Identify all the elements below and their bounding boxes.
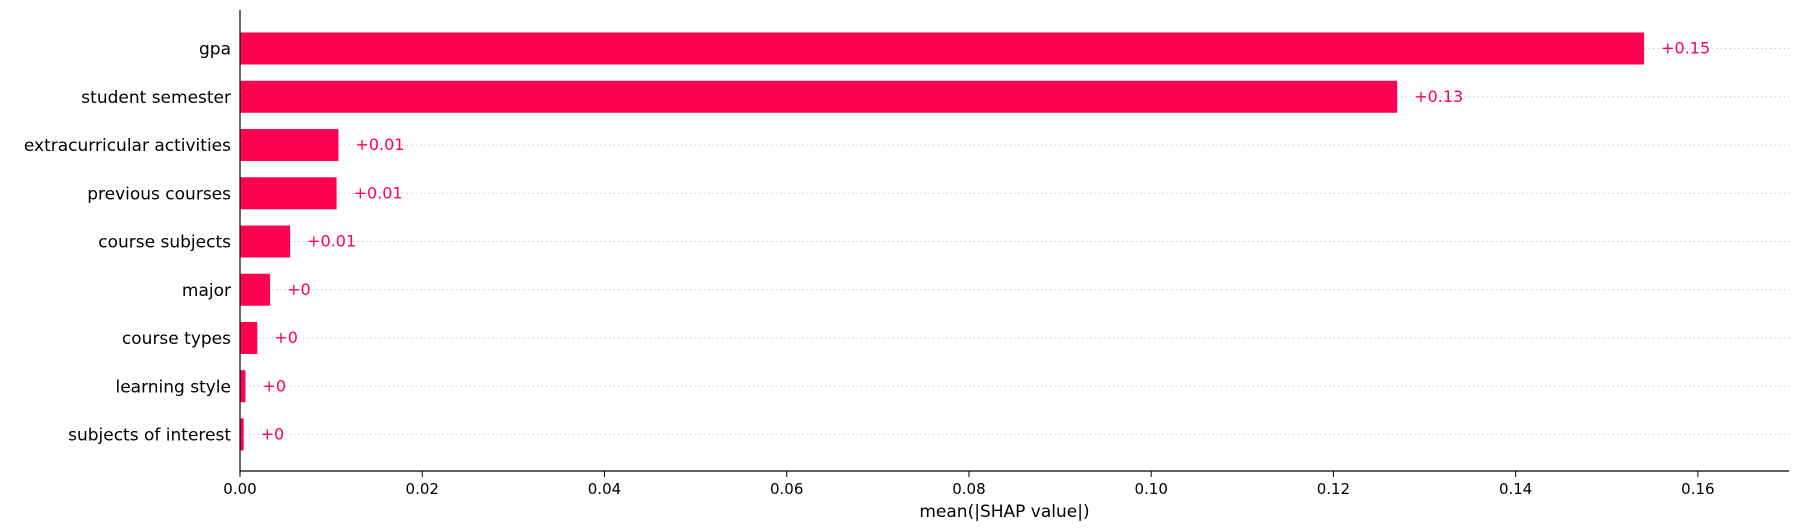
bars [240,32,1645,451]
bar-previous-courses [240,177,337,210]
y-tick-label: subjects of interest [68,426,231,446]
x-tick-label: 0.10 [1134,480,1167,498]
x-tick-label: 0.12 [1317,480,1350,498]
data-label: +0 [262,376,286,395]
y-axis-labels: gpa student semester extracurricular activ… [24,40,231,446]
data-label: +0.01 [354,183,403,202]
x-tick-label: 0.02 [406,480,439,498]
data-label: +0.13 [1414,87,1463,106]
x-tick-label: 0.06 [770,480,803,498]
y-tick-label: course types [122,329,231,349]
x-tick-label: 0.04 [588,480,621,498]
y-tick-label: previous courses [87,184,231,204]
bar-student-semester [240,80,1398,113]
y-tick-label: major [182,281,231,301]
data-labels: +0.15 +0.13 +0.01 +0.01 +0.01 +0 +0 +0 +0 [261,39,1711,444]
y-tick-label: student semester [81,88,231,108]
bar-subjects-of-interest [240,418,244,451]
bar-extracurricular-activities [240,129,339,161]
bar-course-types [240,322,258,354]
data-label: +0 [274,328,298,347]
axes: 0.00 0.02 0.04 0.06 0.08 0.10 0.12 0.14 0.16 [223,10,1789,498]
y-tick-label: gpa [199,40,231,60]
data-label: +0.01 [355,135,404,154]
bar-learning-style [240,370,246,403]
y-tick-label: extracurricular activities [24,136,231,156]
x-tick-label: 0.00 [223,480,256,498]
x-tick-label: 0.16 [1681,480,1714,498]
x-tick-label: 0.14 [1499,480,1532,498]
y-tick-label: course subjects [98,233,231,253]
x-tick-label: 0.08 [952,480,985,498]
data-label: +0.15 [1661,39,1710,58]
bar-course-subjects [240,225,291,258]
data-label: +0 [261,425,285,444]
bar-major [240,273,271,306]
data-label: +0.01 [307,232,356,251]
data-label: +0 [287,280,311,299]
x-axis-title: mean(|SHAP value|) [919,502,1089,522]
bar-gpa [240,32,1645,65]
y-tick-label: learning style [115,377,231,397]
